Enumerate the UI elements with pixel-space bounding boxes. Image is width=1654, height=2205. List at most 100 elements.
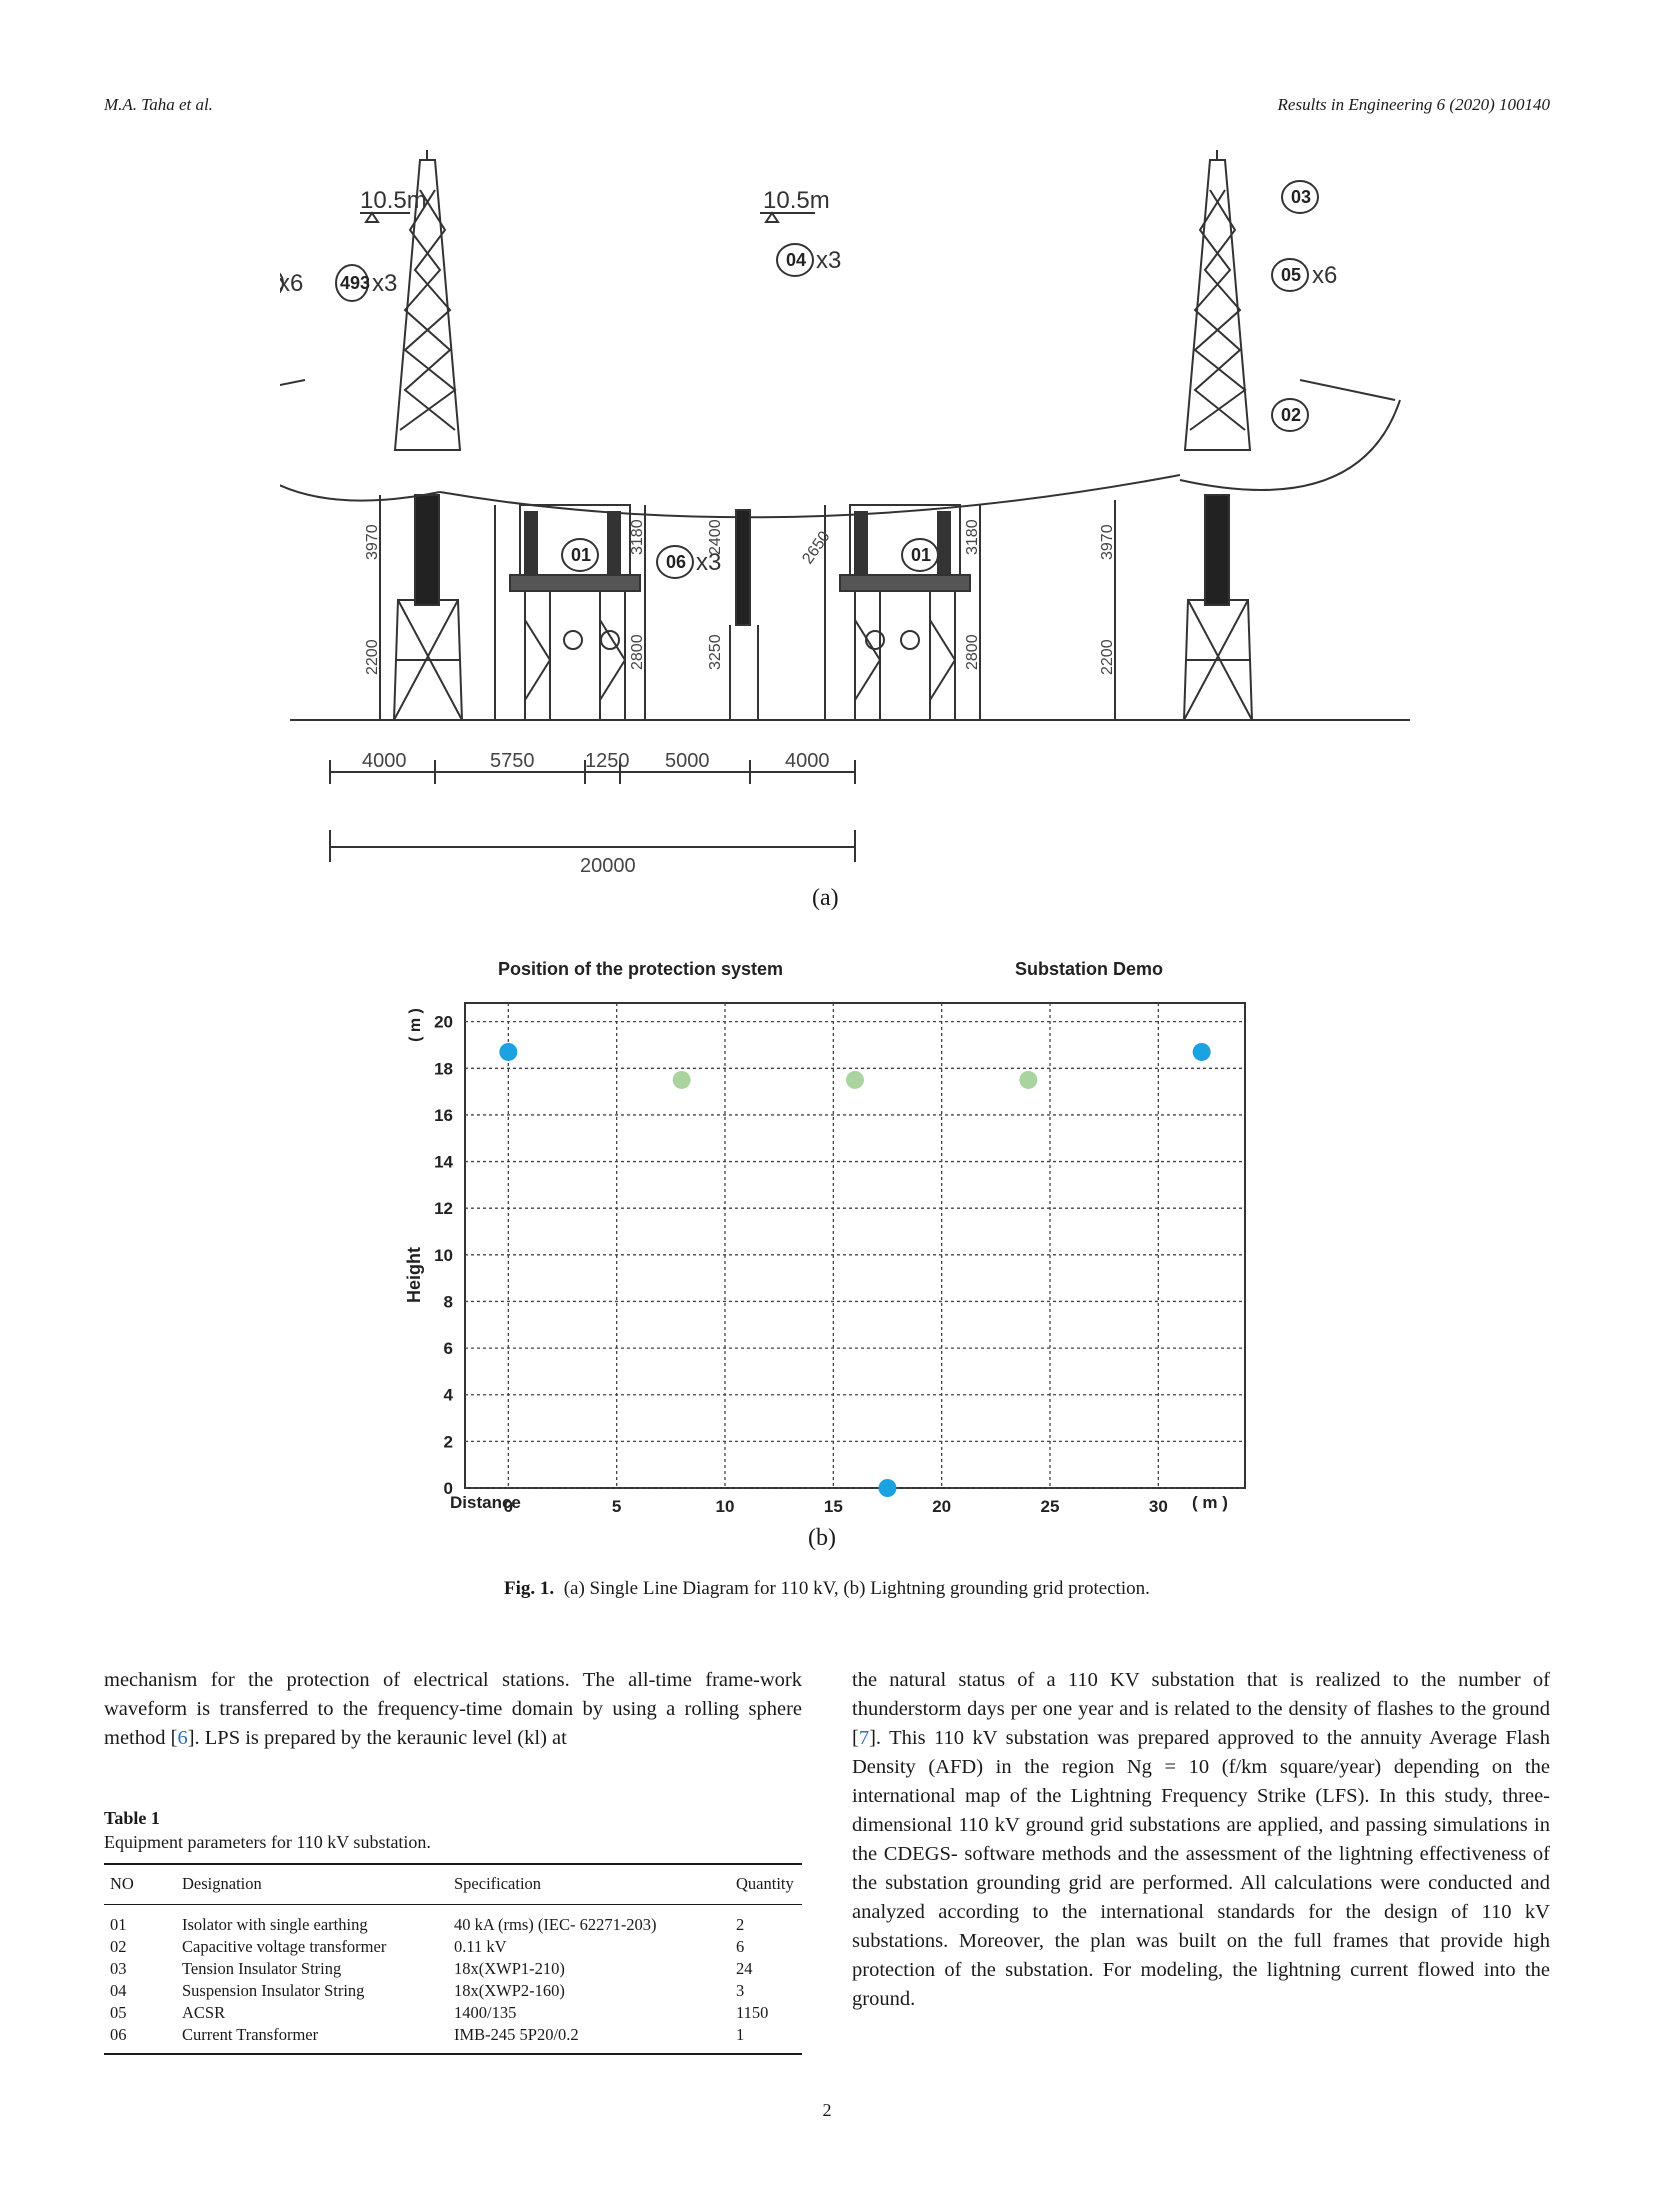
table-1: Table 1 Equipment parameters for 110 kV … (104, 1808, 802, 2055)
cell-quantity: 6 (736, 1937, 745, 1956)
vdim-3250: 3250 (707, 634, 724, 670)
table-title: Table 1 (104, 1808, 160, 1828)
body-right-text-a: the natural status of a 110 KV substatio… (852, 1669, 1550, 1749)
cell-quantity: 24 (736, 1959, 753, 1978)
y-tick-label: 12 (434, 1199, 453, 1218)
right-isolator (839, 504, 971, 720)
mult-x3-06: x3 (696, 549, 721, 576)
figure-a-label: (a) (812, 885, 839, 911)
running-header-authors: M.A. Taha et al. (104, 95, 213, 114)
data-point (878, 1479, 897, 1497)
cell-designation: Suspension Insulator String (182, 1981, 365, 2000)
right-tower (1182, 150, 1254, 721)
y-tick-label: 2 (444, 1432, 453, 1451)
table-row: 04 Suspension Insulator String 18x(XWP2-… (104, 1980, 802, 2002)
left-tower (392, 150, 464, 721)
y-tick-label: 20 (434, 1013, 453, 1032)
cell-specification: 18x(XWP2-160) (454, 1981, 565, 2000)
left-arc (280, 484, 441, 502)
plot-grid (465, 1003, 1245, 1489)
protection-position-plot: Position of the protection system Substa… (404, 959, 1246, 1516)
cell-no: 06 (110, 2025, 127, 2044)
data-point (499, 1042, 518, 1061)
left-cvt (414, 494, 440, 606)
plot-subtitle: Substation Demo (1015, 959, 1163, 979)
figure-caption-label: Fig. 1. (504, 1578, 555, 1599)
callout-01-left: 01 (571, 545, 591, 565)
col-header-designation: Designation (182, 1874, 262, 1893)
y-tick-label: 6 (444, 1339, 453, 1358)
cell-no: 05 (110, 2003, 127, 2022)
vdim-3970-left: 3970 (364, 524, 381, 560)
x-tick-label: 15 (824, 1497, 843, 1516)
table-row: 05 ACSR 1400/135 1150 (104, 2002, 802, 2024)
body-left-column: mechanism for the protection of electric… (104, 1666, 802, 1753)
callout-493: 493 (340, 273, 370, 293)
cell-quantity: 1 (736, 2025, 745, 2044)
citation-link-6[interactable]: 6 (177, 1727, 188, 1749)
cell-specification: 0.11 kV (454, 1937, 507, 1956)
dim-1250: 1250 (585, 750, 630, 772)
dim-20000: 20000 (580, 855, 636, 877)
body-right-text-b: ]. This 110 kV substation was prepared a… (852, 1727, 1550, 2010)
vdim-2800-right: 2800 (964, 634, 981, 670)
vdim-2650: 2650 (799, 528, 833, 567)
cell-designation: Tension Insulator String (182, 1959, 342, 1978)
dim-5000: 5000 (665, 750, 710, 772)
mult-x3-493: x3 (372, 270, 397, 297)
x-tick-label: 25 (1041, 1497, 1060, 1516)
equipment-table: NO Designation Specification Quantity 01… (104, 1863, 802, 2055)
cell-designation: ACSR (182, 2003, 226, 2022)
cell-specification: 40 kA (rms) (IEC- 62271-203) (454, 1915, 657, 1934)
y-tick-label: 4 (444, 1386, 454, 1405)
data-point (1192, 1042, 1211, 1061)
vdim-2200-right: 2200 (1099, 639, 1116, 675)
right-arc (1179, 399, 1401, 491)
plot-points (499, 1042, 1211, 1497)
mult-x6-right: x6 (1312, 262, 1337, 289)
mult-x6-left: x6 (280, 270, 303, 297)
citation-link-7[interactable]: 7 (858, 1727, 870, 1749)
running-header-journal: Results in Engineering 6 (2020) 100140 (1277, 95, 1550, 114)
level-mark-left: 10.5m (360, 187, 427, 214)
x-axis-label: Distance (450, 1493, 521, 1512)
dim-5750: 5750 (490, 750, 535, 772)
single-line-diagram: 03 05 493 02 01 06 01 04 03 05 02 x6 x3 … (280, 150, 1410, 877)
x-tick-label: 30 (1149, 1497, 1168, 1516)
vdim-3180-right: 3180 (964, 519, 981, 555)
cell-no: 04 (110, 1981, 127, 2000)
body-left-text-a: mechanism for the protection of electric… (104, 1669, 802, 1749)
cell-specification: 18x(XWP1-210) (454, 1959, 565, 1978)
cell-no: 02 (110, 1937, 127, 1956)
callout-01-right: 01 (911, 545, 931, 565)
col-header-specification: Specification (454, 1874, 542, 1893)
body-right-column: the natural status of a 110 KV substatio… (852, 1666, 1550, 2014)
callout-05-right: 05 (1281, 265, 1301, 285)
data-point (672, 1070, 691, 1089)
vdim-3970-right: 3970 (1099, 524, 1116, 560)
cell-designation: Current Transformer (182, 2025, 319, 2044)
center-ct (729, 509, 759, 720)
table-row: 06 Current Transformer IMB-245 5P20/0.2 … (104, 2024, 802, 2054)
left-tension-string (280, 379, 306, 387)
cell-designation: Isolator with single earthing (182, 1915, 368, 1934)
y-axis-label: Height (404, 1247, 424, 1303)
table-row: 02 Capacitive voltage transformer 0.11 k… (104, 1936, 802, 1958)
table-caption: Equipment parameters for 110 kV substati… (104, 1832, 431, 1852)
cell-quantity: 2 (736, 1915, 745, 1934)
y-tick-label: 10 (434, 1246, 453, 1265)
col-header-no: NO (110, 1874, 134, 1893)
vdim-3180-left: 3180 (629, 519, 646, 555)
cell-quantity: 1150 (736, 2003, 769, 2022)
cell-no: 03 (110, 1959, 127, 1978)
y-tick-label: 8 (444, 1292, 453, 1311)
cell-specification: 1400/135 (454, 2003, 517, 2022)
cell-specification: IMB-245 5P20/0.2 (454, 2025, 579, 2044)
y-tick-label: 14 (434, 1153, 453, 1172)
vdim-2800-left: 2800 (629, 634, 646, 670)
page-number: 2 (822, 2100, 832, 2120)
callout-03-right: 03 (1291, 187, 1311, 207)
x-tick-label: 5 (612, 1497, 621, 1516)
plot-ticks: 0 2 4 6 8 10 12 14 16 18 20 0 5 10 15 20 25 30 (434, 1013, 1168, 1516)
callout-02-right: 02 (1281, 405, 1301, 425)
